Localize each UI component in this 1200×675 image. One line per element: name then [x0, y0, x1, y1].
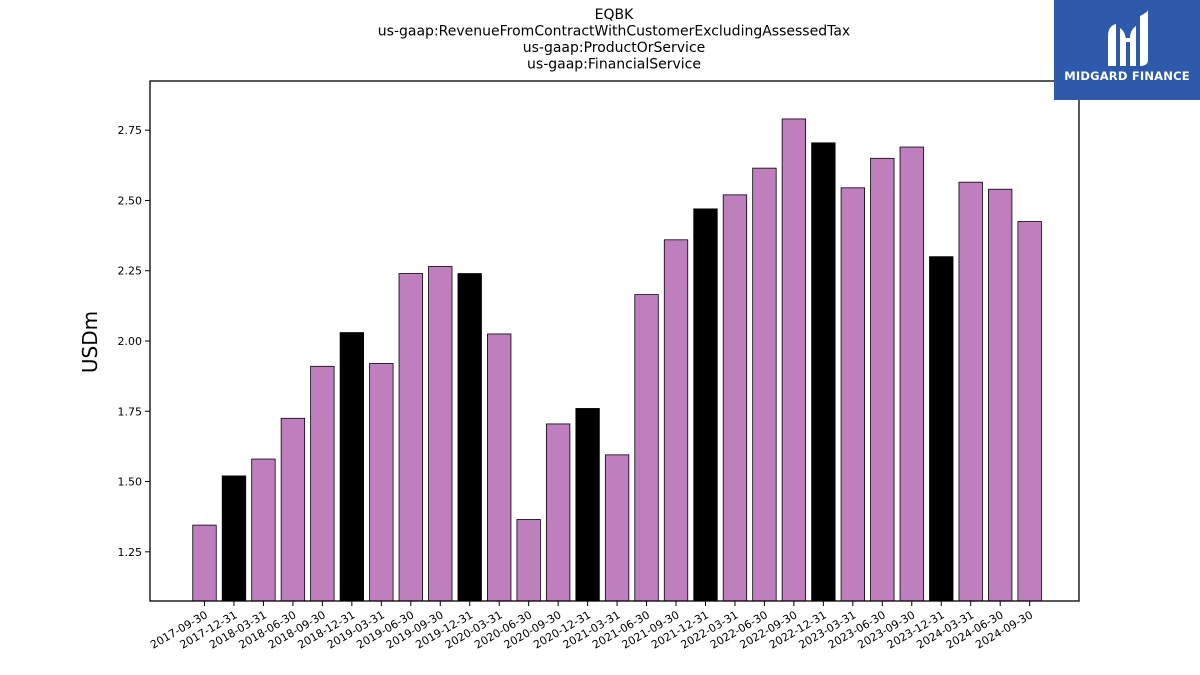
y-tick-label: 2.25 — [118, 265, 143, 278]
y-tick-label: 2.00 — [118, 335, 143, 348]
bar-2023-03-31 — [840, 187, 865, 602]
chart-title: EQBK us-gaap:RevenueFromContractWithCust… — [378, 7, 850, 73]
logo-text: MIDGARD FINANCE — [1064, 69, 1190, 83]
y-tick-label: 2.75 — [118, 124, 143, 137]
y-tick-label: 1.50 — [118, 476, 143, 489]
bar-2021-12-31 — [693, 208, 718, 602]
bars-group — [192, 118, 1042, 602]
bar-2023-12-31 — [929, 256, 954, 602]
y-axis-ticks: 1.25 1.50 1.75 2.00 2.25 2.50 2.75 — [118, 124, 150, 559]
bar-2019-09-30 — [428, 266, 453, 602]
bar-2018-06-30 — [280, 417, 306, 602]
bar-2018-12-31 — [339, 332, 365, 602]
bar-2021-06-30 — [634, 294, 659, 602]
bar-2021-09-30 — [663, 239, 689, 602]
bar-2022-09-30 — [781, 118, 807, 602]
y-axis-label: USDm — [78, 311, 102, 373]
bar-2022-12-31 — [811, 142, 836, 602]
bar-2019-12-31 — [457, 273, 482, 602]
bar-2018-09-30 — [310, 365, 335, 602]
bar-2022-03-31 — [722, 194, 748, 602]
bar-2024-09-30 — [1017, 221, 1042, 602]
bar-2023-09-30 — [899, 146, 924, 602]
bar-2018-03-31 — [251, 458, 276, 602]
bar-2019-03-31 — [369, 363, 394, 602]
bar-2022-06-30 — [752, 167, 777, 602]
bar-2017-09-30 — [192, 524, 217, 602]
bar-2020-12-31 — [575, 408, 600, 602]
y-tick-label: 1.25 — [118, 546, 143, 559]
bar-2020-03-31 — [487, 333, 512, 602]
midgard-logo-icon — [1108, 10, 1148, 66]
chart-title-line-4: us-gaap:FinancialService — [527, 57, 701, 73]
bar-2020-06-30 — [516, 519, 541, 602]
bar-2021-03-31 — [604, 454, 630, 602]
y-tick-label: 1.75 — [118, 405, 143, 418]
chart-title-line-3: us-gaap:ProductOrService — [523, 40, 706, 56]
chart-title-line-1: EQBK — [595, 7, 634, 23]
bar-2024-03-31 — [958, 181, 983, 602]
midgard-finance-logo: MIDGARD FINANCE — [1054, 0, 1200, 100]
chart-title-line-2: us-gaap:RevenueFromContractWithCustomerE… — [378, 24, 850, 40]
plot-frame — [149, 80, 1080, 602]
x-axis-ticks: 2017-09-302017-12-312018-03-312018-06-30… — [148, 601, 1035, 652]
bar-2019-06-30 — [398, 273, 423, 602]
y-tick-label: 2.50 — [118, 194, 143, 207]
bar-2017-12-31 — [221, 475, 247, 602]
bar-2024-06-30 — [988, 188, 1013, 602]
bar-2020-09-30 — [545, 423, 571, 602]
bar-2023-06-30 — [870, 157, 895, 602]
